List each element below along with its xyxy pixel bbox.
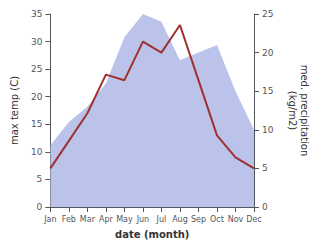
svg-text:20: 20	[31, 92, 43, 102]
svg-text:35: 35	[31, 9, 42, 19]
svg-text:0: 0	[262, 202, 268, 212]
svg-text:5: 5	[37, 174, 43, 184]
svg-text:Sep: Sep	[191, 215, 206, 224]
svg-text:Jan: Jan	[43, 215, 56, 224]
svg-text:10: 10	[31, 147, 43, 157]
svg-text:Jul: Jul	[156, 215, 167, 224]
svg-text:25: 25	[262, 9, 273, 19]
svg-text:20: 20	[262, 48, 274, 58]
svg-text:15: 15	[31, 119, 42, 129]
svg-text:15: 15	[262, 86, 273, 96]
svg-text:Mar: Mar	[80, 215, 96, 224]
svg-text:Apr: Apr	[99, 215, 114, 224]
svg-text:May: May	[116, 215, 133, 224]
svg-text:Oct: Oct	[210, 215, 224, 224]
svg-text:med. precipitation: med. precipitation	[299, 65, 310, 157]
svg-text:0: 0	[37, 202, 43, 212]
svg-text:max temp (C): max temp (C)	[9, 76, 20, 145]
svg-text:5: 5	[262, 163, 268, 173]
svg-text:Nov: Nov	[228, 215, 244, 224]
svg-text:25: 25	[31, 64, 42, 74]
svg-text:10: 10	[262, 125, 274, 135]
svg-text:Jun: Jun	[136, 215, 150, 224]
svg-text:Feb: Feb	[62, 215, 76, 224]
svg-text:Dec: Dec	[246, 215, 261, 224]
svg-text:date (month): date (month)	[115, 229, 189, 240]
svg-text:(kg/m2): (kg/m2)	[287, 91, 298, 131]
svg-text:30: 30	[31, 37, 43, 47]
svg-text:Aug: Aug	[172, 215, 188, 224]
